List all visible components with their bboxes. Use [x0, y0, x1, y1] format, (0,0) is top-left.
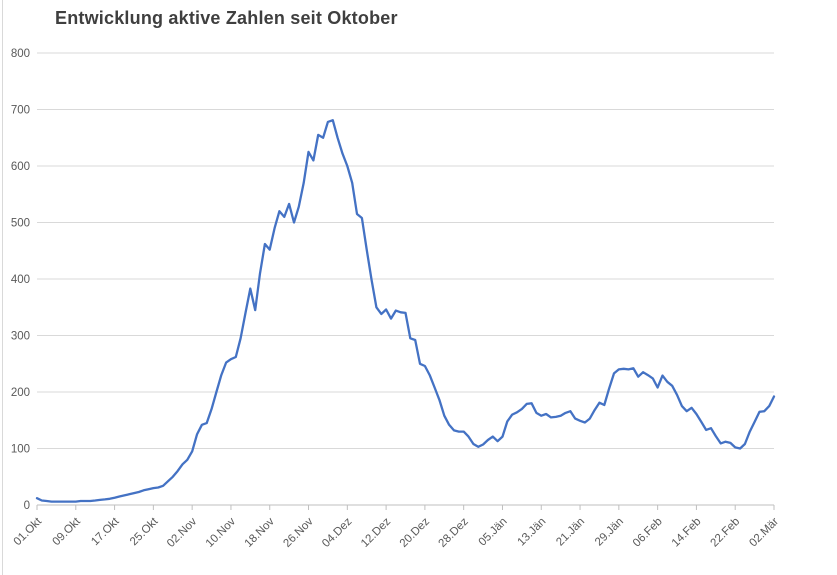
x-axis-tick-label: 21.Jän — [554, 516, 587, 549]
chart-title: Entwicklung aktive Zahlen seit Oktober — [55, 8, 398, 28]
x-axis-tick-label: 26.Nov — [281, 515, 315, 549]
x-axis-tick-label: 01.Okt — [12, 515, 45, 548]
y-axis-tick-label: 800 — [11, 48, 30, 60]
x-axis-tick-label: 12.Dez — [359, 515, 393, 549]
y-axis-tick-label: 700 — [11, 105, 30, 117]
y-axis-tick-label: 200 — [11, 387, 30, 399]
x-axis-tick-label: 06.Feb — [631, 516, 665, 550]
x-axis-tick-label: 04.Dez — [320, 515, 354, 549]
y-axis-tick-label: 600 — [11, 161, 30, 173]
x-axis-tick-label: 29.Jän — [593, 516, 626, 549]
data-series-line — [35, 119, 776, 503]
y-axis-tick-label: 300 — [11, 331, 30, 343]
y-axis-tick-label: 400 — [11, 274, 30, 286]
y-axis-tick-label: 500 — [11, 218, 30, 230]
x-axis-tick-label: 17.Okt — [89, 515, 122, 548]
x-axis-tick-label: 05.Jän — [477, 516, 510, 549]
y-axis-tick-label: 100 — [11, 444, 30, 456]
chart-left-border — [2, 0, 3, 575]
x-axis-tick-label: 10.Nov — [204, 515, 238, 549]
x-axis-tick-label: 02.Nov — [165, 515, 199, 549]
x-axis-tick-label: 22.Feb — [709, 516, 743, 550]
y-axis-tick-label: 0 — [24, 500, 30, 512]
x-axis-tick-label: 02.Mär — [747, 516, 781, 550]
x-axis-tick-label: 28.Dez — [437, 515, 471, 549]
x-axis-tick-label: 14.Feb — [670, 516, 704, 550]
x-axis-tick-label: 13.Jän — [515, 516, 548, 549]
x-axis-tick-label: 09.Okt — [50, 515, 83, 548]
x-axis-tick-label: 18.Nov — [243, 515, 277, 549]
x-axis-tick-label: 25.Okt — [128, 515, 161, 548]
x-axis-tick-label: 20.Dez — [398, 515, 432, 549]
